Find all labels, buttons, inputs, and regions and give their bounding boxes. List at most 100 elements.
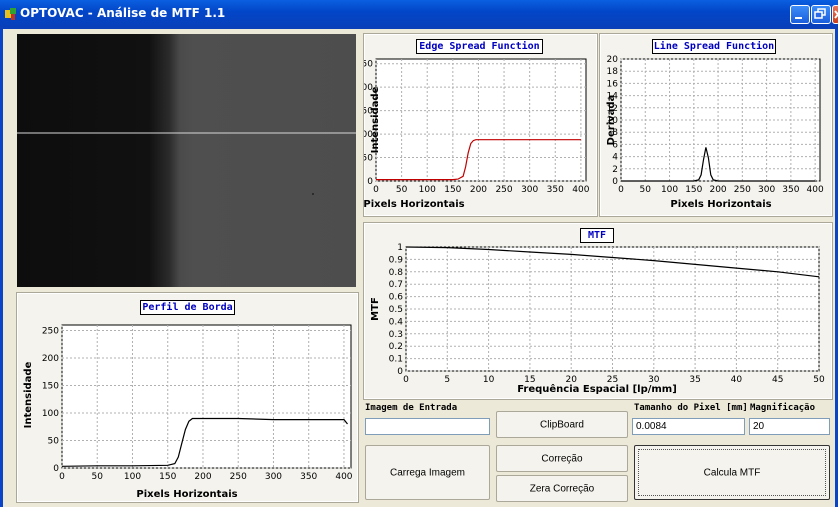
x-tick-label: 200 — [194, 472, 211, 482]
pixel-label: Tamanho do Pixel [mm] — [634, 403, 748, 413]
x-tick-label: 200 — [470, 185, 487, 195]
y-tick-label: 0.9 — [389, 255, 404, 265]
close-button[interactable] — [832, 5, 838, 24]
calcula-mtf-label: Calcula MTF — [703, 467, 761, 478]
x-tick-label: 100 — [124, 472, 141, 482]
correcao-label: Correção — [541, 453, 583, 464]
y-tick-label: 1 — [397, 243, 403, 253]
y-tick-label: 14 — [607, 92, 619, 102]
x-tick-label: 25 — [607, 375, 618, 385]
series-line — [405, 246, 820, 278]
x-tick-label: 0 — [373, 185, 379, 195]
zera-correcao-button[interactable]: Zera Correção — [496, 475, 628, 502]
x-tick-label: 5 — [444, 375, 450, 385]
x-tick-label: 400 — [807, 185, 824, 195]
magnificacao-label: Magnificação — [750, 403, 816, 413]
x-axis-label: Pixels Horizontais — [136, 489, 237, 500]
perfil-title: Perfil de Borda — [140, 300, 235, 315]
y-tick-label: 18 — [607, 67, 619, 77]
y-axis-label: Intensidade — [23, 361, 34, 428]
y-tick-label: 0 — [397, 367, 403, 377]
x-tick-label: 100 — [661, 185, 678, 195]
series-line — [61, 417, 348, 467]
y-tick-label: 100 — [42, 409, 59, 419]
y-tick-label: 250 — [42, 327, 59, 337]
x-tick-label: 150 — [685, 185, 702, 195]
y-tick-label: 0 — [367, 177, 373, 187]
x-tick-label: 150 — [159, 472, 176, 482]
carrega-imagem-button[interactable]: Carrega Imagem — [365, 445, 490, 500]
y-tick-label: 200 — [42, 354, 59, 364]
x-tick-label: 400 — [335, 472, 352, 482]
x-tick-label: 50 — [396, 185, 408, 195]
y-tick-label: 50 — [364, 154, 373, 164]
x-tick-label: 400 — [572, 185, 589, 195]
series-line — [376, 139, 581, 181]
carrega-imagem-label: Carrega Imagem — [389, 467, 466, 478]
pixel-size-input[interactable]: 0.0084 — [632, 418, 745, 435]
close-icon — [834, 10, 838, 19]
app-icon — [5, 8, 16, 20]
y-tick-label: 50 — [48, 437, 60, 447]
x-tick-label: 35 — [689, 375, 700, 385]
x-tick-label: 250 — [230, 472, 247, 482]
x-tick-label: 50 — [92, 472, 104, 482]
x-tick-label: 0 — [59, 472, 65, 482]
x-tick-label: 45 — [772, 375, 783, 385]
calcula-mtf-button[interactable]: Calcula MTF — [634, 445, 830, 500]
window-frame — [0, 29, 838, 507]
restore-button[interactable] — [811, 5, 831, 24]
x-tick-label: 300 — [265, 472, 282, 482]
mtf-chart: 0 5 10 15 20 25 30 35 40 45 5000.10.20.30.40.50.60… — [370, 243, 825, 395]
x-tick-label: 300 — [521, 185, 538, 195]
y-tick-label: 8 — [612, 128, 618, 138]
x-tick-label: 50 — [640, 185, 652, 195]
x-tick-label: 150 — [444, 185, 461, 195]
clipboard-button[interactable]: ClipBoard — [496, 411, 628, 438]
correcao-button[interactable]: Correção — [496, 445, 628, 472]
title-bar[interactable]: OPTOVAC - Análise de MTF 1.1 — [0, 0, 838, 29]
x-tick-label: 0 — [403, 375, 409, 385]
x-tick-label: 10 — [483, 375, 495, 385]
y-tick-label: 0.4 — [389, 317, 404, 327]
y-tick-label: 150 — [364, 107, 373, 117]
minimize-icon — [795, 17, 802, 19]
y-tick-label: 250 — [364, 60, 373, 70]
lsf-chart: 0 50 100 150 200 250 300 350 4000246810121416182… — [606, 55, 824, 210]
y-tick-label: 12 — [607, 104, 618, 114]
x-tick-label: 100 — [419, 185, 436, 195]
esf-title: Edge Spread Function — [416, 39, 543, 54]
esf-chart: 0 50 100 150 200 250 300 350 400 0 50 100 150 200 250 P… — [364, 58, 590, 210]
y-tick-label: 0.6 — [389, 293, 404, 303]
y-tick-label: 20 — [607, 55, 619, 65]
y-tick-label: 2 — [612, 165, 618, 175]
y-tick-label: 0.3 — [389, 330, 403, 340]
magnificacao-input[interactable]: 20 — [749, 418, 830, 435]
x-axis-label: Pixels Horizontais — [670, 199, 771, 210]
x-tick-label: 350 — [300, 472, 317, 482]
imagem-input[interactable] — [365, 418, 490, 435]
series-line — [621, 147, 816, 182]
x-tick-label: 50 — [813, 375, 825, 385]
x-tick-label: 350 — [547, 185, 564, 195]
y-tick-label: 6 — [612, 140, 618, 150]
clipboard-label: ClipBoard — [540, 419, 584, 430]
x-tick-label: 300 — [758, 185, 775, 195]
lsf-title: Line Spread Function — [652, 39, 776, 54]
y-tick-label: 0.1 — [389, 355, 403, 365]
y-tick-label: 200 — [364, 83, 373, 93]
image-preview[interactable] — [17, 34, 356, 287]
x-axis-label: Pixels Horizontais — [364, 199, 465, 210]
x-tick-label: 250 — [734, 185, 751, 195]
y-tick-label: 150 — [42, 382, 59, 392]
y-tick-label: 4 — [612, 153, 618, 163]
y-tick-label: 0.8 — [389, 268, 404, 278]
y-tick-label: 0.5 — [389, 305, 403, 315]
minimize-button[interactable] — [790, 5, 810, 24]
y-tick-label: 100 — [364, 130, 373, 140]
y-axis-label: Derivada — [606, 95, 617, 146]
y-tick-label: 16 — [607, 79, 619, 89]
x-tick-label: 350 — [782, 185, 799, 195]
zera-correcao-label: Zera Correção — [529, 483, 595, 494]
y-axis-label: Intensidade — [370, 86, 381, 153]
